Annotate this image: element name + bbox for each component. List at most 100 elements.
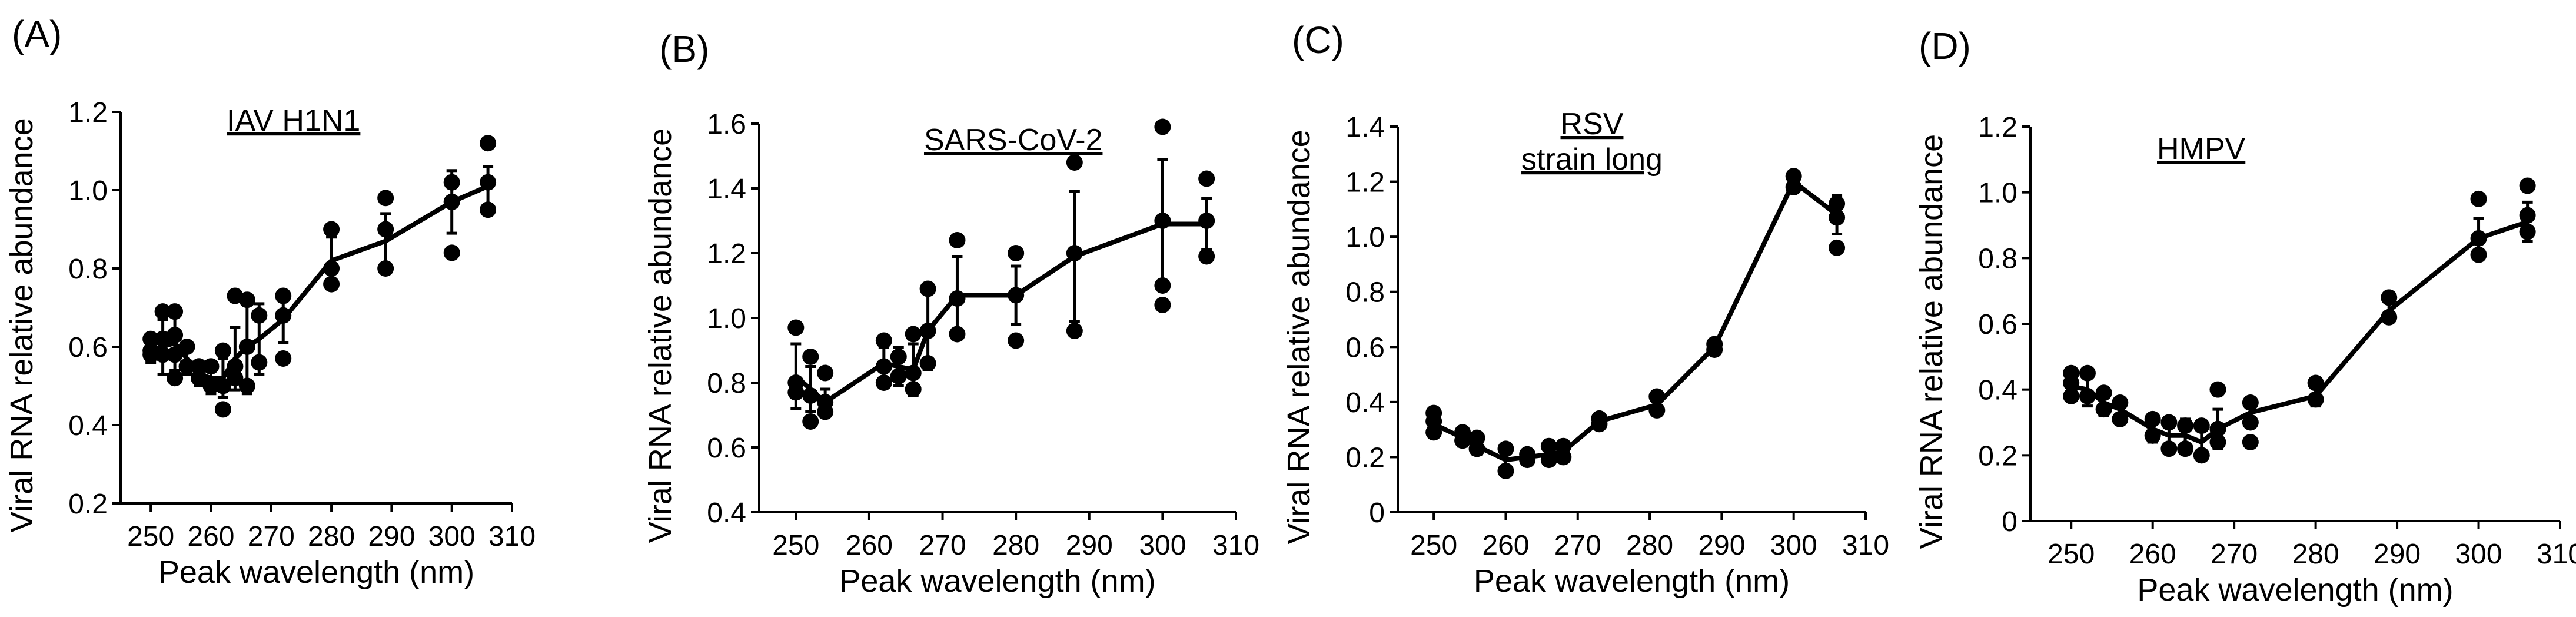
data-point [377, 221, 394, 238]
data-point [787, 384, 805, 401]
data-point [2470, 246, 2487, 263]
data-point [1198, 213, 1215, 229]
data-point [2160, 440, 2178, 457]
data-point [1497, 440, 1514, 457]
data-point [202, 377, 220, 394]
data-point [142, 330, 159, 347]
data-point [275, 350, 292, 367]
data-point [1785, 178, 1802, 195]
y-tick-label: 0.2 [1978, 440, 2017, 472]
mean-line [1432, 179, 1839, 463]
data-point [1198, 170, 1215, 187]
data-point [905, 326, 922, 343]
data-point [2209, 420, 2226, 437]
data-point [251, 354, 268, 371]
data-point [480, 174, 497, 191]
data-point [191, 370, 207, 387]
y-tick-label: 0.6 [1978, 309, 2017, 340]
y-tick-label: 0.8 [1345, 277, 1385, 308]
data-point [2063, 374, 2080, 392]
x-tick-label: 280 [308, 521, 355, 552]
y-tick-label: 1.6 [707, 109, 746, 140]
y-tick-label: 0.2 [1345, 442, 1385, 473]
data-point [905, 364, 922, 382]
x-tick-label: 310 [2537, 539, 2576, 570]
data-point [1468, 440, 1485, 457]
y-tick-label: 0.8 [1978, 243, 2017, 274]
data-point [2112, 394, 2129, 411]
data-point [2242, 414, 2259, 431]
x-tick-label: 250 [127, 521, 174, 552]
x-tick-label: 290 [2374, 539, 2421, 570]
data-point [227, 370, 244, 387]
data-point [802, 387, 819, 404]
data-point [167, 303, 184, 320]
data-point [2307, 374, 2324, 392]
panel-letter: (A) [12, 13, 62, 55]
data-point [480, 135, 497, 152]
data-point [2470, 190, 2487, 207]
x-tick-label: 290 [1066, 530, 1113, 561]
chart-title: IAV H1N1 [227, 104, 360, 138]
x-tick-label: 270 [1554, 530, 1601, 561]
y-tick-label: 1.0 [68, 175, 108, 207]
y-tick-label: 1.2 [1345, 167, 1385, 198]
y-tick-label: 0.4 [68, 410, 108, 442]
y-tick-label: 0.8 [68, 254, 108, 285]
data-point [214, 377, 231, 394]
data-point [1008, 245, 1025, 261]
data-point [214, 342, 231, 359]
data-point [875, 332, 892, 349]
x-tick-label: 300 [1770, 530, 1817, 561]
data-point [214, 401, 231, 418]
data-point [227, 358, 244, 375]
data-point [1829, 239, 1846, 256]
x-tick-label: 260 [2129, 539, 2176, 570]
data-point [919, 323, 936, 339]
x-tick-label: 310 [1842, 530, 1889, 561]
data-point [1066, 323, 1083, 339]
data-point [1648, 388, 1666, 405]
data-point [875, 374, 892, 391]
data-point [1008, 287, 1025, 304]
panel-letter: (D) [1919, 25, 1971, 67]
data-point [2079, 364, 2096, 382]
x-tick-label: 290 [1698, 530, 1745, 561]
data-point [167, 327, 184, 344]
data-point [2519, 223, 2536, 240]
data-point [2144, 410, 2161, 427]
data-point [2242, 434, 2259, 450]
data-point [1540, 437, 1557, 455]
data-point [949, 326, 966, 343]
mean-line [794, 221, 1207, 404]
chart-title: strain long [1521, 142, 1663, 177]
chart-panel: (A) IAV H1N1 0.2 0.4 0.6 0.8 1.0 1.2 250 260 270 28… [4, 13, 536, 590]
data-point [2112, 410, 2129, 427]
y-tick-label: 1.4 [707, 174, 746, 205]
y-tick-label: 0.4 [1978, 375, 2017, 406]
data-point [1497, 462, 1514, 479]
x-tick-label: 260 [846, 530, 893, 561]
chart-title: RSV [1561, 107, 1624, 141]
x-tick-label: 250 [1410, 530, 1457, 561]
data-point [890, 349, 907, 365]
data-point [2079, 387, 2096, 404]
y-tick-label: 0.6 [1345, 332, 1385, 363]
data-point [1066, 154, 1083, 171]
data-point [2193, 447, 2210, 464]
data-point [1829, 195, 1846, 212]
data-point [817, 403, 834, 420]
x-axis-label: Peak wavelength (nm) [1474, 563, 1790, 599]
data-point [2242, 394, 2259, 411]
data-point [1829, 209, 1846, 226]
x-tick-label: 280 [2292, 539, 2339, 570]
data-point [167, 346, 184, 363]
data-point [787, 319, 805, 336]
data-point [238, 291, 255, 308]
y-tick-label: 1.2 [68, 97, 108, 128]
data-point [323, 276, 340, 293]
data-point [1154, 277, 1171, 294]
data-point [919, 280, 936, 297]
y-tick-label: 0.8 [707, 368, 746, 399]
